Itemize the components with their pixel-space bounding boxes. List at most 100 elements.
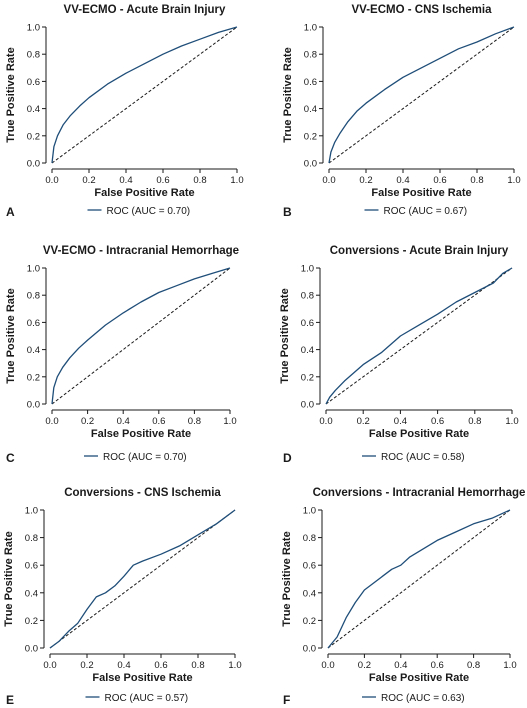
y-tick-label: 0.4 (27, 345, 40, 356)
x-axis-label: False Positive Rate (94, 187, 194, 199)
x-tick-label: 0.8 (468, 416, 481, 427)
panel-letter: A (6, 205, 15, 219)
roc-curve-line (51, 26, 238, 164)
y-tick-label: 0.6 (27, 318, 40, 329)
panel-e: Conversions - CNS Ischemia 0.0 0.0 0.2 0.2 0.… (3, 487, 242, 707)
x-tick-label: 1.0 (507, 175, 520, 186)
y-tick-label: 0.2 (25, 616, 38, 627)
y-tick-label: 0.6 (301, 318, 314, 329)
x-tick-label: 0.0 (322, 175, 335, 186)
y-tick-label: 1.0 (25, 506, 38, 517)
roc-curve-line (51, 267, 231, 405)
y-tick-label: 0.8 (301, 291, 314, 302)
legend-label: ROC (AUC = 0.70) (103, 452, 187, 463)
x-tick-label: 0.0 (319, 416, 332, 427)
y-tick-label: 0.6 (304, 77, 317, 88)
chance-diagonal-line (51, 267, 231, 405)
x-tick-label: 0.8 (467, 660, 480, 671)
y-tick-label: 0.4 (27, 104, 40, 115)
x-tick-label: 0.6 (431, 660, 444, 671)
x-tick-label: 0.2 (359, 175, 372, 186)
x-tick-label: 0.0 (321, 660, 334, 671)
panel-letter: D (283, 451, 292, 465)
panel-letter: C (6, 451, 15, 465)
x-tick-label: 0.8 (191, 660, 204, 671)
x-tick-label: 0.8 (470, 175, 483, 186)
x-tick-label: 0.2 (80, 660, 93, 671)
x-tick-label: 0.6 (156, 175, 169, 186)
x-axis-label: False Positive Rate (369, 428, 469, 440)
y-tick-label: 0.2 (27, 131, 40, 142)
y-tick-label: 0.4 (301, 345, 314, 356)
y-tick-label: 0.2 (303, 616, 316, 627)
panel-letter: B (283, 205, 292, 219)
roc-curve-line (327, 509, 511, 649)
chance-diagonal-line (327, 509, 511, 649)
y-tick-label: 0.6 (303, 561, 316, 572)
y-tick-label: 0.0 (301, 400, 314, 411)
x-tick-label: 0.4 (396, 175, 409, 186)
y-axis-label: True Positive Rate (282, 47, 294, 142)
x-tick-label: 0.4 (119, 175, 132, 186)
chart-title: VV-ECMO - CNS Ischemia (352, 4, 493, 16)
y-tick-label: 0.6 (27, 77, 40, 88)
x-tick-label: 0.4 (394, 660, 407, 671)
x-axis-label: False Positive Rate (369, 672, 469, 684)
x-tick-label: 0.0 (45, 416, 58, 427)
y-tick-label: 0.4 (25, 588, 38, 599)
chance-diagonal-line (328, 26, 515, 164)
panel-c: VV-ECMO - Intracranial Hemorrhage 0.0 0.0 0… (5, 245, 239, 465)
chart-title: Conversions - Acute Brain Injury (330, 245, 509, 257)
y-tick-label: 0.8 (27, 50, 40, 61)
legend-label: ROC (AUC = 0.58) (381, 452, 465, 463)
x-tick-label: 0.8 (188, 416, 201, 427)
y-axis-label: True Positive Rate (281, 531, 293, 626)
y-tick-label: 0.8 (25, 533, 38, 544)
y-tick-label: 0.0 (25, 644, 38, 655)
x-axis-label: False Positive Rate (91, 428, 191, 440)
roc-curve-line (49, 509, 236, 649)
y-tick-label: 1.0 (27, 23, 40, 34)
y-tick-label: 0.4 (304, 104, 317, 115)
y-tick-label: 1.0 (27, 264, 40, 275)
y-tick-label: 0.8 (27, 291, 40, 302)
legend-label: ROC (AUC = 0.70) (107, 206, 191, 217)
legend-label: ROC (AUC = 0.63) (381, 693, 465, 704)
panel-letter: E (6, 693, 14, 707)
y-axis-label: True Positive Rate (5, 288, 17, 383)
legend-label: ROC (AUC = 0.67) (384, 206, 468, 217)
roc-curve-line (328, 26, 515, 164)
x-tick-label: 1.0 (503, 660, 516, 671)
x-tick-label: 1.0 (230, 175, 243, 186)
x-tick-label: 0.6 (154, 660, 167, 671)
panel-f: Conversions - Intracranial Hemorrhage 0.0… (281, 487, 525, 707)
y-tick-label: 1.0 (303, 506, 316, 517)
chart-title: Conversions - CNS Ischemia (64, 487, 221, 499)
x-tick-label: 1.0 (505, 416, 518, 427)
y-tick-label: 1.0 (304, 23, 317, 34)
legend-label: ROC (AUC = 0.57) (105, 693, 189, 704)
chart-title: VV-ECMO - Acute Brain Injury (64, 4, 226, 16)
y-tick-label: 0.6 (25, 561, 38, 572)
roc-curve-line (325, 267, 513, 405)
y-axis-label: True Positive Rate (3, 531, 15, 626)
y-tick-label: 0.0 (27, 400, 40, 411)
panel-d: Conversions - Acute Brain Injury 0.0 0.0 0.… (279, 245, 519, 465)
x-tick-label: 0.2 (81, 416, 94, 427)
y-tick-label: 0.0 (27, 159, 40, 170)
x-tick-label: 1.0 (223, 416, 236, 427)
x-tick-label: 0.2 (357, 416, 370, 427)
x-tick-label: 0.6 (431, 416, 444, 427)
x-tick-label: 0.6 (433, 175, 446, 186)
y-axis-label: True Positive Rate (5, 47, 17, 142)
chance-diagonal-line (51, 26, 238, 164)
x-tick-label: 0.0 (43, 660, 56, 671)
x-tick-label: 0.6 (152, 416, 165, 427)
chance-diagonal-line (325, 267, 513, 405)
x-tick-label: 1.0 (228, 660, 241, 671)
y-tick-label: 0.8 (303, 533, 316, 544)
panel-a: VV-ECMO - Acute Brain Injury 0.0 0.0 0.2 0.2… (5, 4, 244, 219)
y-tick-label: 0.8 (304, 50, 317, 61)
y-tick-label: 0.2 (27, 372, 40, 383)
